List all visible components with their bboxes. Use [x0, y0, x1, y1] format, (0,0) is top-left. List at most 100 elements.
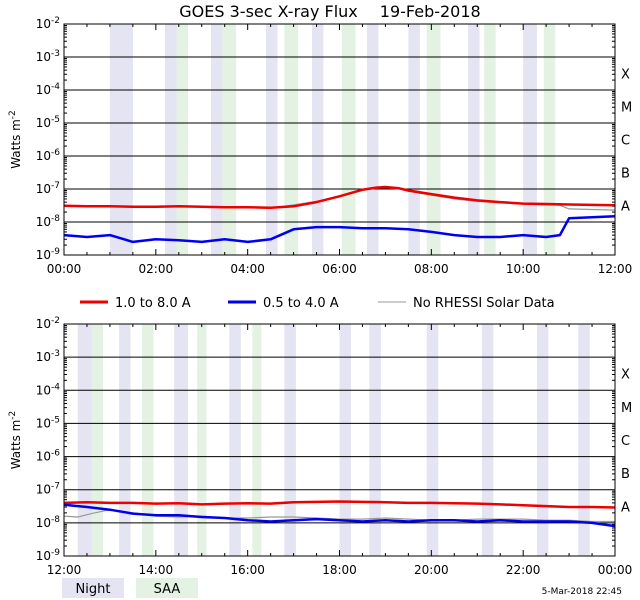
y-tick-label: 10-5 — [36, 415, 60, 430]
band-legend: Night SAA — [62, 578, 198, 598]
y-tick-exponent: -6 — [51, 148, 60, 158]
x-tick-label: 00:00 — [598, 563, 633, 577]
plot-frame — [63, 323, 616, 557]
legend-label-long: 1.0 to 8.0 A — [115, 296, 191, 311]
y-tick-label: 10-9 — [36, 247, 61, 262]
night-band — [210, 24, 223, 255]
y-tick-base: 10 — [36, 215, 51, 229]
panel-afternoon: 10-910-810-710-610-510-410-310-2ABCMX12:… — [8, 316, 632, 577]
y-tick-label: 10-9 — [36, 548, 61, 563]
x-tick-label: 00:00 — [47, 262, 82, 276]
y-tick-label: 10-5 — [36, 115, 60, 130]
y-tick-label: 10-2 — [36, 316, 60, 331]
y-axis-label-exponent: -2 — [8, 110, 18, 119]
night-band — [536, 324, 549, 556]
saa-band — [284, 24, 299, 255]
x-tick-label: 02:00 — [139, 262, 174, 276]
y-tick-exponent: -7 — [51, 482, 60, 492]
saa-band — [222, 24, 237, 255]
night-band — [119, 324, 131, 556]
x-tick-label: 10:00 — [506, 262, 541, 276]
series-legend: 1.0 to 8.0 A 0.5 to 4.0 A No RHESSI Sola… — [80, 296, 555, 311]
y-tick-label: 10-7 — [36, 482, 60, 497]
flare-class-label: M — [621, 401, 632, 416]
night-band — [523, 24, 537, 255]
y-tick-base: 10 — [36, 149, 51, 163]
saa-band — [341, 24, 356, 255]
series-line-1 — [63, 214, 616, 244]
y-axis-label-text: Watts m — [9, 420, 23, 470]
band-legend-saa-swatch — [136, 578, 198, 598]
y-tick-label: 10-7 — [36, 181, 60, 196]
y-tick-label: 10-3 — [36, 349, 60, 364]
y-tick-exponent: -5 — [51, 415, 60, 425]
flare-class-label: B — [621, 467, 630, 482]
night-band — [229, 324, 241, 556]
y-tick-base: 10 — [36, 516, 51, 530]
y-tick-base: 10 — [36, 50, 51, 64]
flare-class-label: X — [621, 368, 630, 383]
x-tick-label: 20:00 — [414, 563, 449, 577]
x-tick-label: 18:00 — [322, 563, 357, 577]
night-band — [408, 24, 420, 255]
series-line-0 — [63, 500, 616, 509]
y-tick-label: 10-4 — [36, 382, 61, 397]
saa-band — [142, 324, 154, 556]
night-band — [266, 24, 278, 255]
legend-label-no-rhessi: No RHESSI Solar Data — [413, 296, 555, 311]
y-tick-label: 10-2 — [36, 16, 60, 31]
flare-class-label: C — [621, 134, 630, 149]
y-tick-base: 10 — [36, 182, 51, 196]
title-text: GOES 3-sec X-ray Flux — [179, 2, 358, 21]
y-tick-base: 10 — [36, 83, 51, 97]
y-axis-label: Watts m-2 — [8, 411, 23, 470]
night-band — [481, 324, 494, 556]
y-axis-label-exponent: -2 — [8, 411, 18, 420]
flare-class-label: X — [621, 68, 630, 83]
flare-class-label: A — [621, 500, 630, 515]
y-tick-label: 10-4 — [36, 82, 61, 97]
night-band — [367, 24, 379, 255]
night-band — [77, 324, 92, 556]
saa-band — [426, 24, 441, 255]
y-tick-base: 10 — [36, 450, 51, 464]
x-tick-label: 08:00 — [414, 262, 449, 276]
title-date: 19-Feb-2018 — [380, 2, 481, 21]
y-tick-exponent: -4 — [51, 382, 60, 392]
y-tick-base: 10 — [36, 350, 51, 364]
saa-band — [543, 24, 556, 255]
x-tick-label: 12:00 — [598, 262, 633, 276]
y-tick-exponent: -3 — [51, 49, 60, 59]
x-tick-label: 12:00 — [47, 563, 82, 577]
y-tick-exponent: -6 — [51, 449, 60, 459]
night-band — [109, 24, 133, 255]
x-tick-label: 04:00 — [230, 262, 265, 276]
y-tick-base: 10 — [36, 116, 51, 130]
y-tick-exponent: -4 — [51, 82, 60, 92]
series-line-1 — [63, 503, 616, 528]
y-tick-label: 10-3 — [36, 49, 60, 64]
x-tick-label: 16:00 — [230, 563, 265, 577]
x-tick-label: 06:00 — [322, 262, 357, 276]
y-tick-base: 10 — [36, 317, 51, 331]
y-tick-base: 10 — [36, 248, 51, 262]
y-tick-exponent: -9 — [51, 247, 60, 257]
flare-class-label: B — [621, 167, 630, 182]
saa-band — [91, 324, 104, 556]
night-band — [284, 324, 296, 556]
night-band — [174, 324, 188, 556]
legend-label-short: 0.5 to 4.0 A — [263, 296, 339, 311]
chart-title: GOES 3-sec X-ray Flux 19-Feb-2018 — [179, 2, 480, 21]
band-legend-night-swatch — [62, 578, 124, 598]
night-band — [165, 24, 177, 255]
y-tick-exponent: -3 — [51, 349, 60, 359]
x-tick-label: 14:00 — [139, 563, 174, 577]
saa-band — [252, 324, 262, 556]
night-band — [468, 24, 480, 255]
saa-band — [197, 324, 207, 556]
timestamp: 5-Mar-2018 22:45 — [542, 587, 622, 597]
panel-morning: 10-910-810-710-610-510-410-310-2ABCMX00:… — [8, 16, 632, 276]
saa-band — [176, 24, 188, 255]
x-tick-label: 22:00 — [506, 563, 541, 577]
y-tick-base: 10 — [36, 383, 51, 397]
